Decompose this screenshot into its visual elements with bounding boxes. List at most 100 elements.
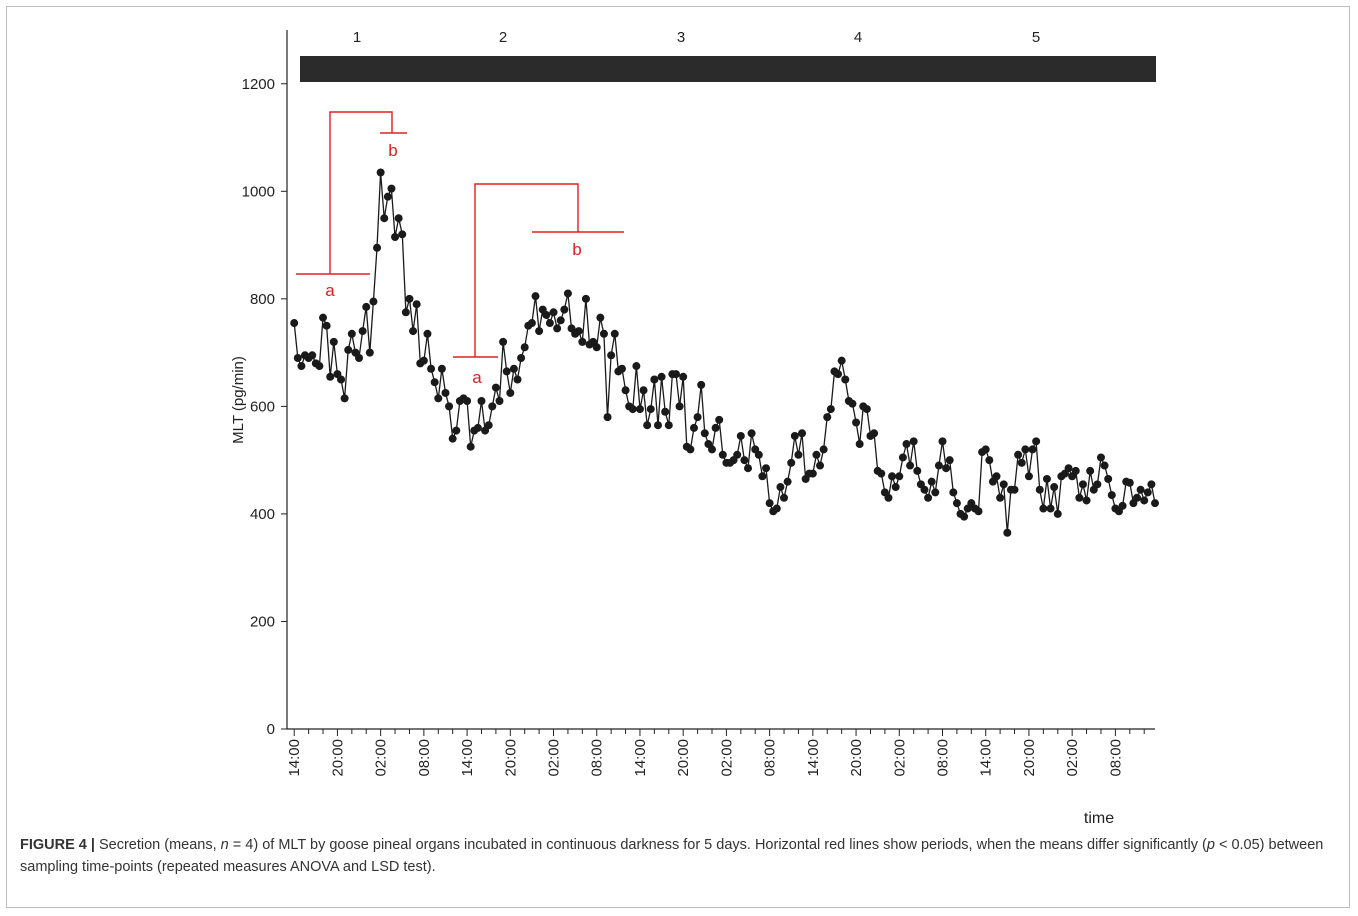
data-point <box>344 345 353 354</box>
data-point <box>355 353 364 362</box>
x-tick-label: 02:00 <box>373 739 390 777</box>
data-point <box>488 402 497 411</box>
data-point <box>326 372 335 381</box>
data-point <box>852 418 861 427</box>
data-point <box>888 472 897 481</box>
data-point <box>445 402 454 411</box>
x-tick-label: 20:00 <box>675 739 692 777</box>
x-tick-label: 20:00 <box>848 739 865 777</box>
data-point <box>506 388 515 397</box>
data-point <box>877 469 886 478</box>
data-point <box>841 375 850 384</box>
data-point <box>520 343 529 352</box>
data-point <box>448 434 457 443</box>
data-point <box>1035 485 1044 494</box>
data-point <box>394 214 403 223</box>
y-tick-label: 1000 <box>242 183 275 200</box>
data-point <box>398 230 407 239</box>
data-point <box>1147 480 1156 489</box>
data-point <box>733 450 742 459</box>
data-point <box>934 461 943 470</box>
x-tick-label: 08:00 <box>1107 739 1124 777</box>
data-point <box>776 483 785 492</box>
data-point <box>920 485 929 494</box>
data-point <box>909 437 918 446</box>
annotation: a <box>325 281 335 300</box>
data-point <box>430 378 439 387</box>
data-point <box>437 364 446 373</box>
data-point <box>603 413 612 422</box>
data-point <box>513 375 522 384</box>
period-label: 2 <box>499 29 507 46</box>
data-point <box>1143 488 1152 497</box>
data-point <box>650 375 659 384</box>
data-point <box>816 461 825 470</box>
data-point <box>419 356 428 365</box>
data-point <box>870 429 879 438</box>
x-tick-label: 14:00 <box>286 739 303 777</box>
y-tick-label: 400 <box>250 506 275 523</box>
data-point <box>621 386 630 395</box>
y-tick-label: 600 <box>250 398 275 415</box>
data-point <box>308 351 317 360</box>
data-point <box>463 397 472 406</box>
data-point <box>1104 474 1113 483</box>
data-point <box>1132 493 1141 502</box>
data-point <box>1028 445 1037 454</box>
data-point <box>744 464 753 473</box>
data-point <box>1075 493 1084 502</box>
x-tick-label: 08:00 <box>589 739 606 777</box>
data-point <box>484 421 493 430</box>
annotation: a <box>472 368 482 387</box>
data-point <box>787 458 796 467</box>
data-point <box>823 413 832 422</box>
data-point <box>686 445 695 454</box>
data-point <box>700 429 709 438</box>
data-point <box>1014 450 1023 459</box>
data-point <box>545 319 554 328</box>
data-point <box>945 456 954 465</box>
data-point <box>837 356 846 365</box>
annotation: b <box>388 141 397 160</box>
data-point <box>358 327 367 336</box>
data-point <box>834 370 843 379</box>
data-point <box>340 394 349 403</box>
data-point <box>1039 504 1048 513</box>
data-point <box>1096 453 1105 462</box>
data-point <box>362 302 371 311</box>
data-point <box>646 405 655 414</box>
data-point <box>517 353 526 362</box>
data-point <box>329 337 338 346</box>
caption-text: n <box>220 837 229 853</box>
x-tick-label: 08:00 <box>935 739 952 777</box>
data-point <box>1151 499 1159 508</box>
data-point <box>902 440 911 449</box>
data-point <box>1042 474 1051 483</box>
data-point <box>891 483 900 492</box>
data-point <box>1078 480 1087 489</box>
x-tick-label: 20:00 <box>329 739 346 777</box>
data-point <box>322 321 331 330</box>
data-point <box>707 445 716 454</box>
period-label: 1 <box>353 29 361 46</box>
x-tick-label: 02:00 <box>546 739 563 777</box>
data-point <box>765 499 774 508</box>
data-point <box>405 294 414 303</box>
data-point <box>754 450 763 459</box>
data-point <box>862 405 871 414</box>
data-point <box>531 292 540 301</box>
data-point <box>502 367 511 376</box>
data-point <box>639 386 648 395</box>
data-point <box>578 337 587 346</box>
data-point <box>635 405 644 414</box>
data-point <box>661 407 670 416</box>
data-point <box>527 319 536 328</box>
y-tick-label: 0 <box>267 721 275 738</box>
data-point <box>657 372 666 381</box>
caption: FIGURE 4 | Secretion (means, n = 4) of ML… <box>20 834 1330 878</box>
x-tick-label: 14:00 <box>805 739 822 777</box>
data-point <box>628 405 637 414</box>
data-point <box>808 469 817 478</box>
data-point <box>949 488 958 497</box>
data-point <box>931 488 940 497</box>
